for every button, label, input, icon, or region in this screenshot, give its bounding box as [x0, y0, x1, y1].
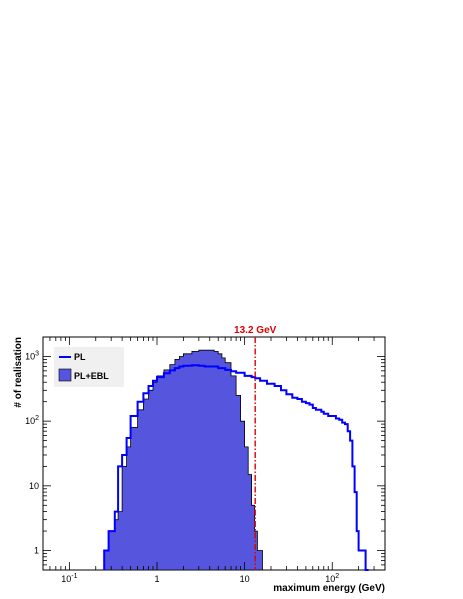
y-tick-label: 102: [25, 415, 39, 426]
y-tick-label: 1: [34, 546, 39, 556]
x-tick-label: 102: [325, 573, 339, 584]
legend-swatch-pl-ebl: [58, 368, 72, 382]
x-axis-title: maximum energy (GeV): [273, 583, 385, 594]
y-axis-title: # of realisation: [13, 337, 24, 408]
x-tick-label: 1: [154, 574, 159, 584]
marker-label: 13.2 GeV: [234, 325, 277, 336]
x-tick-label: 10: [240, 574, 250, 584]
series-layer: [103, 349, 369, 571]
legend: PL PL+EBL: [54, 347, 124, 387]
series-pl: [103, 364, 369, 571]
series-pl-ebl: [103, 349, 266, 571]
y-axis-ticks: 1 10 102 103: [25, 336, 385, 571]
legend-label-pl: PL: [74, 352, 86, 362]
series-area: [103, 349, 266, 571]
x-axis-ticks: 10-1 1 10 102: [42, 337, 386, 584]
series-line: [103, 364, 369, 571]
legend-label-pl-ebl: PL+EBL: [74, 371, 109, 381]
y-tick-label: 103: [25, 350, 39, 361]
y-tick-label: 10: [29, 481, 39, 491]
x-tick-label: 10-1: [61, 573, 77, 584]
